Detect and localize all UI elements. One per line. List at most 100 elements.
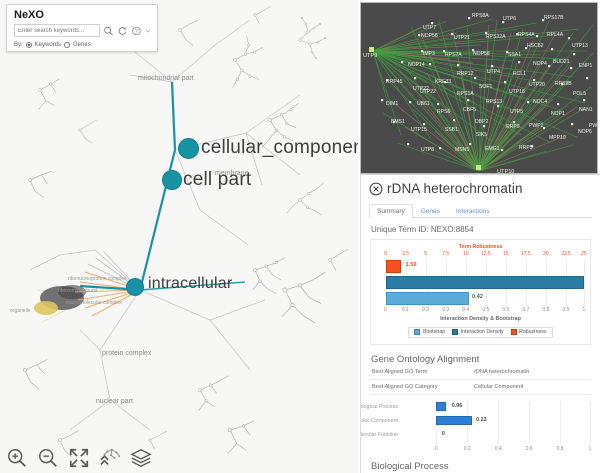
search-filter-row[interactable]: By: Keywords Genes — [14, 42, 151, 48]
tree-node-cell-part[interactable] — [162, 170, 182, 190]
go-value-biological-process: 0.06 — [451, 403, 463, 409]
top-tick-5: 12.5 — [480, 251, 491, 257]
tree-toolbar[interactable] — [6, 447, 152, 469]
bot-tick-4: 0.4 — [462, 307, 470, 313]
gene-label-rps1a: RPS1A — [457, 91, 474, 97]
radio-genes[interactable] — [64, 42, 71, 48]
gene-label-dbp2: DBP2 — [475, 119, 488, 125]
gene-label-rcl1: RCL1 — [513, 71, 526, 77]
tree-node-intracellular[interactable] — [126, 278, 144, 296]
gene-label-bud21: BUD21 — [553, 59, 570, 65]
chart-plot-area: 1.59 0.42 — [375, 259, 586, 307]
fit-screen-icon[interactable] — [68, 447, 90, 469]
top-tick-6: 15 — [503, 251, 509, 257]
search-panel[interactable]: NeXO ? By: Keywords Genes — [6, 4, 158, 52]
go-tick-5: 1 — [588, 446, 592, 452]
gene-label-sik5: SIK5 — [476, 132, 487, 138]
zoom-in-icon[interactable] — [6, 447, 28, 469]
gene-label-rps6: RPS6 — [437, 109, 450, 115]
radio-genes-label: Genes — [73, 42, 91, 48]
tab-interactions[interactable]: Interactions — [455, 208, 490, 215]
go-tick-4: 0.8 — [556, 446, 564, 452]
gene-network-panel[interactable]: UTP9 UTP7 RPS8A UTP6 RPS17B NOP56 UTP21 … — [360, 2, 598, 174]
gene-label-bms1: BMS1 — [391, 119, 405, 125]
gene-label-utp15: UTP15 — [411, 127, 427, 133]
filter-by-label: By: — [14, 42, 23, 48]
tab-summary[interactable]: Summary — [369, 204, 413, 218]
gene-label-cbf5: CBF5 — [463, 107, 476, 113]
gene-label-utp10: UTP10 — [497, 169, 514, 174]
gene-label-sof1: SOF1 — [479, 84, 492, 90]
ontology-tree-panel[interactable]: cellular_component cell part intracellul… — [0, 0, 358, 473]
go-value-best-aligned-category: Cellular Component — [474, 384, 524, 390]
layers-icon[interactable] — [130, 447, 152, 469]
go-tick-3: 0.6 — [525, 446, 533, 452]
zoom-out-icon[interactable] — [37, 447, 59, 469]
top-tick-7: 17.5 — [520, 251, 531, 257]
close-circle-icon[interactable] — [369, 182, 383, 196]
biological-process-title: Biological Process — [371, 461, 449, 472]
ontology-tree-graphic[interactable] — [0, 0, 358, 473]
go-key-best-aligned-category: Best Aligned GO Category — [372, 384, 438, 390]
bot-tick-5: 0.5 — [482, 307, 490, 313]
chart-axis-title: Interaction Density & Bootstrap — [440, 316, 521, 322]
go-tick-2: 0.4 — [494, 446, 502, 452]
chart-top-axis: 0 2.5 5 7.5 10 12.5 15 17.5 20 22.5 25 — [375, 251, 587, 259]
gene-label-rps13: RPS13 — [486, 99, 502, 105]
bar-value-robustness: 1.59 — [405, 262, 417, 268]
go-alignment-title: Gene Ontology Alignment — [371, 354, 480, 365]
legend-item-bootstrap[interactable]: Bootstrap — [414, 329, 445, 335]
gene-label-dim1: DIM1 — [386, 101, 398, 107]
tree-node-cellular-component[interactable] — [178, 138, 199, 159]
go-row-best-aligned-category: Best Aligned GO Category Cellular Compon… — [370, 380, 591, 395]
gene-label-rrp12: RRP12 — [457, 71, 474, 77]
search-icon[interactable] — [103, 25, 114, 37]
gene-label-ub61: UB61 — [417, 101, 430, 107]
gene-node-utp10[interactable] — [476, 165, 481, 170]
gene-label-pol5: POL5 — [573, 91, 586, 97]
go-label-molecular-function: Molecular Function — [360, 432, 398, 438]
gene-label-rps4a: RPS4A — [518, 32, 535, 38]
refresh-icon[interactable] — [117, 25, 128, 37]
gene-label-ssb1: SSB1 — [445, 127, 458, 133]
legend-item-interaction-density[interactable]: Interaction Density — [452, 329, 504, 335]
gene-label-enp1: ENP1 — [579, 63, 592, 69]
help-icon[interactable]: ? — [131, 25, 142, 37]
search-row[interactable]: ? — [14, 24, 151, 37]
gene-label-emg1: EMG1 — [485, 146, 500, 152]
gene-node-utp9[interactable] — [369, 47, 374, 52]
legend-label-interaction-density: Interaction Density — [460, 329, 504, 335]
bot-tick-7: 0.7 — [522, 307, 530, 313]
gene-label-utp20: UTP20 — [529, 82, 545, 88]
gene-label-rpl4a: RPL4A — [547, 32, 564, 38]
gene-network-graphic[interactable]: UTP9 UTP7 RPS8A UTP6 RPS17B NOP56 UTP21 … — [361, 3, 598, 174]
go-category-chart: Biological Process 0.06 Cellular Compone… — [361, 401, 592, 455]
tab-genes[interactable]: Genes — [420, 208, 440, 215]
go-label-cellular-component: Cellular Component — [360, 418, 398, 424]
top-tick-1: 2.5 — [402, 251, 410, 257]
go-bar-biological-process[interactable] — [436, 402, 446, 411]
expand-icon[interactable] — [145, 25, 151, 37]
go-bar-cellular-component[interactable] — [436, 416, 472, 425]
detail-panel[interactable]: rDNA heterochromatin Summary Genes Inter… — [360, 174, 600, 473]
gene-label-utp18: UTP18 — [509, 89, 525, 95]
gene-label-msn5: MSN5 — [455, 147, 469, 153]
search-input[interactable] — [14, 24, 100, 37]
gene-label-nop56: NOP56 — [421, 33, 438, 39]
top-tick-2: 5 — [424, 251, 428, 257]
gene-label-rrp45: RRP45 — [386, 79, 403, 85]
gene-label-utp22b: UTP22 — [420, 89, 436, 95]
bot-tick-2: 0.2 — [422, 307, 430, 313]
gene-label-utp4: UTP4 — [487, 69, 500, 75]
chart-legend: Bootstrap Interaction Density Robustness — [408, 326, 553, 338]
gene-label-rrp5: RRP5 — [519, 145, 533, 151]
radio-keywords[interactable] — [25, 42, 32, 48]
bar-bootstrap[interactable] — [385, 292, 469, 305]
bar-robustness[interactable] — [385, 260, 402, 273]
top-tick-8: 20 — [543, 251, 549, 257]
collapse-network-icon[interactable] — [99, 447, 121, 469]
gridline — [583, 259, 585, 307]
detail-tabs[interactable]: Summary Genes Interactions — [369, 203, 592, 218]
bar-interaction-density[interactable] — [385, 276, 584, 289]
legend-item-robustness[interactable]: Robustness — [510, 329, 547, 335]
